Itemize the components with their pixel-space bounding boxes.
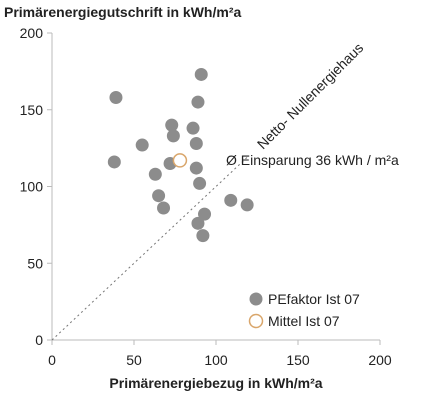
y-tick-label: 50 [27,255,43,271]
data-point [189,161,203,175]
legend: PEfaktor Ist 07 Mittel Ist 07 [248,291,360,329]
data-point [198,207,212,221]
data-point [186,121,200,135]
legend-label: PEfaktor Ist 07 [268,291,360,307]
data-point [157,201,171,215]
x-axis-title: Primärenergiebezug in kWh/m²a [109,375,322,391]
data-point [193,176,207,190]
data-points [107,67,254,243]
x-tick-label: 50 [126,352,142,368]
data-point [224,193,238,207]
data-point [165,118,179,132]
y-axis-title: Primärenergiegutschrift in kWh/m²a [4,4,241,20]
data-point [166,129,180,143]
data-point [240,198,254,212]
savings-annotation: Ø Einsparung 36 kWh / m²a [226,152,399,168]
mean-point [172,153,188,168]
data-point [196,229,210,243]
y-tick-label: 150 [20,102,44,118]
x-tick-label: 0 [48,352,56,368]
y-tick-label: 200 [20,25,44,41]
data-point [135,138,149,152]
data-point [152,189,166,203]
legend-label: Mittel Ist 07 [268,313,340,329]
x-tick-label: 100 [204,352,228,368]
legend-marker [248,313,264,329]
reference-line-label: Netto- Nullenergiehaus [254,40,367,153]
data-point [189,137,203,151]
y-tick-label: 100 [20,179,44,195]
x-tick-label: 200 [368,352,392,368]
x-tick-label: 150 [286,352,310,368]
data-point [107,155,121,169]
data-point [109,90,123,104]
net-zero-reference-line [51,155,250,341]
data-point [191,95,205,109]
data-point [194,67,208,81]
axes: 0 50 100 150 200 0 50 100 150 200 [20,25,392,368]
data-point [148,167,162,181]
y-tick-label: 0 [35,332,43,348]
legend-marker [249,292,263,306]
data-point [191,216,205,230]
